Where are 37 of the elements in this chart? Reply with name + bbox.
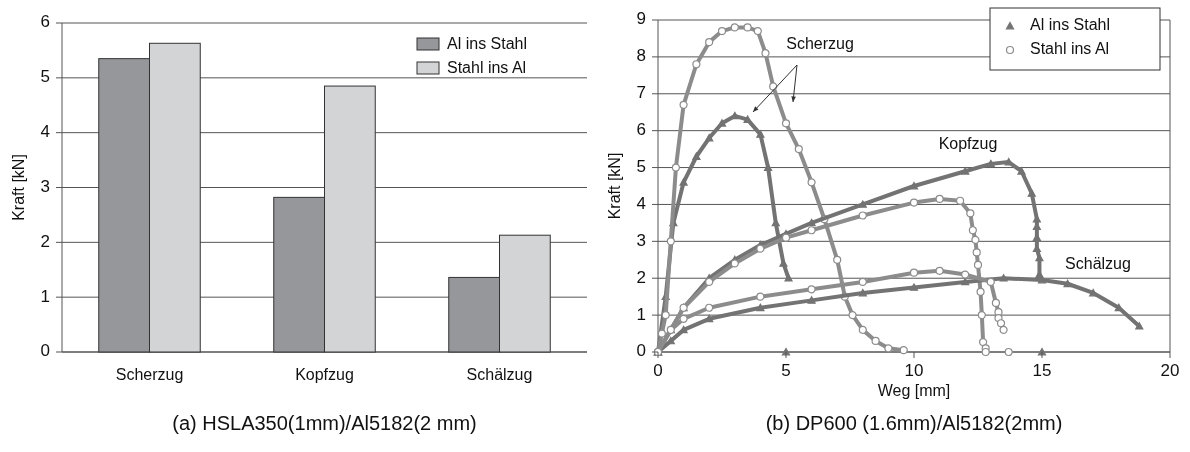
y-tick-label: 6 xyxy=(40,12,50,32)
y-tick-label: 4 xyxy=(40,122,50,142)
y-tick-label: 0 xyxy=(636,341,646,361)
y-tick-label: 7 xyxy=(636,83,646,103)
legend-label: Al ins Stahl xyxy=(447,35,528,53)
text: (a) HSLA350(1mm)/Al5182(2 mm) xyxy=(172,412,477,434)
y-axis-title: Kraft [kN] xyxy=(606,152,623,220)
x-tick-label: 20 xyxy=(1160,361,1180,380)
y-tick-label: 0 xyxy=(40,341,50,361)
text: (b) DP600 (1.6mm)/Al5182(2mm) xyxy=(765,412,1063,434)
legend-label: Stahl ins Al xyxy=(447,59,527,77)
x-tick-label: Scherzug xyxy=(115,366,184,383)
x-tick-label: 15 xyxy=(1032,361,1052,380)
y-tick-label: 5 xyxy=(40,67,50,87)
y-tick-label: 5 xyxy=(636,157,646,177)
y-tick-label: 6 xyxy=(636,120,646,140)
annotation: Scherzug xyxy=(786,35,854,53)
annotation: Schälzug xyxy=(1065,255,1131,273)
y-tick-label: 8 xyxy=(636,46,646,66)
x-tick-label: 0 xyxy=(653,361,663,380)
x-tick-label: 10 xyxy=(904,361,924,380)
legend-label: Stahl ins Al xyxy=(1030,40,1110,58)
y-tick-label: 9 xyxy=(636,9,646,29)
x-axis-title: Weg [mm] xyxy=(877,382,951,399)
annotation: Kopfzug xyxy=(938,135,998,153)
x-tick-label: Schälzug xyxy=(466,366,533,383)
y-tick-label: 1 xyxy=(636,304,646,324)
x-tick-label: 5 xyxy=(781,361,791,380)
y-tick-label: 2 xyxy=(636,267,646,287)
y-tick-label: 1 xyxy=(40,286,50,306)
y-tick-label: 4 xyxy=(636,193,646,213)
y-axis-title: Kraft [kN] xyxy=(10,154,27,221)
y-tick-label: 2 xyxy=(40,231,50,251)
y-tick-label: 3 xyxy=(636,230,646,250)
x-tick-label: Kopfzug xyxy=(295,366,354,383)
y-tick-label: 3 xyxy=(40,176,50,196)
legend-label: Al ins Stahl xyxy=(1030,16,1111,34)
